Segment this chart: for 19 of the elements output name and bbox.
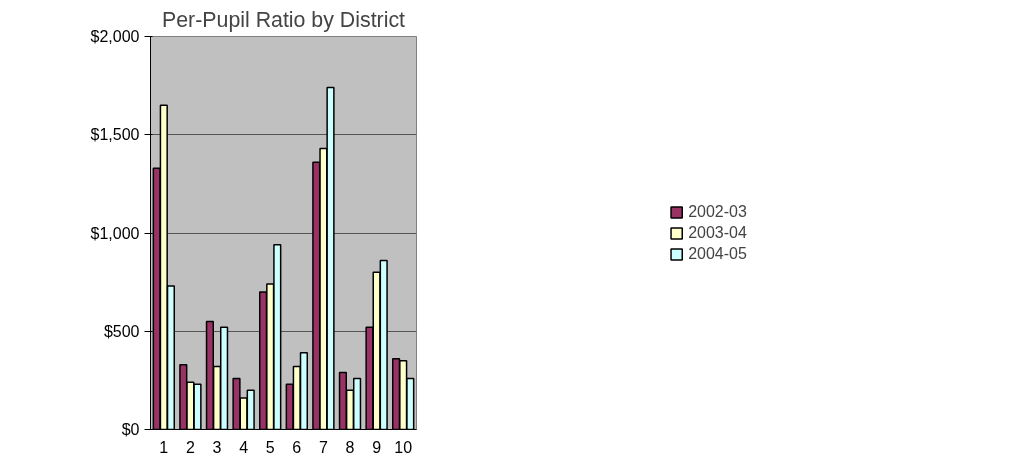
x-tick-label: 5 — [265, 438, 275, 456]
y-tick-label: $1,500 — [90, 126, 140, 144]
x-tick-label: 8 — [345, 438, 355, 456]
x-tick-label: 2 — [185, 438, 195, 456]
x-tick-label: 6 — [292, 438, 302, 456]
y-tick-label: $1,000 — [90, 224, 140, 242]
x-tick-label: 4 — [239, 438, 249, 456]
x-tick-label: 1 — [159, 438, 169, 456]
x-tick-label: 3 — [212, 438, 222, 456]
legend-label: 2003-04 — [688, 223, 747, 242]
x-tick-label: 9 — [372, 438, 382, 456]
y-tick-label: $500 — [103, 322, 140, 340]
legend-label: 2002-03 — [688, 202, 747, 221]
x-tick-label: 10 — [394, 438, 413, 456]
y-tick-label: $2,000 — [90, 28, 140, 45]
y-tick-label: $0 — [121, 421, 140, 438]
chart-title: Per-Pupil Ratio by District — [162, 7, 406, 32]
x-tick-label: 7 — [318, 438, 328, 456]
legend-label: 2004-05 — [688, 244, 747, 263]
